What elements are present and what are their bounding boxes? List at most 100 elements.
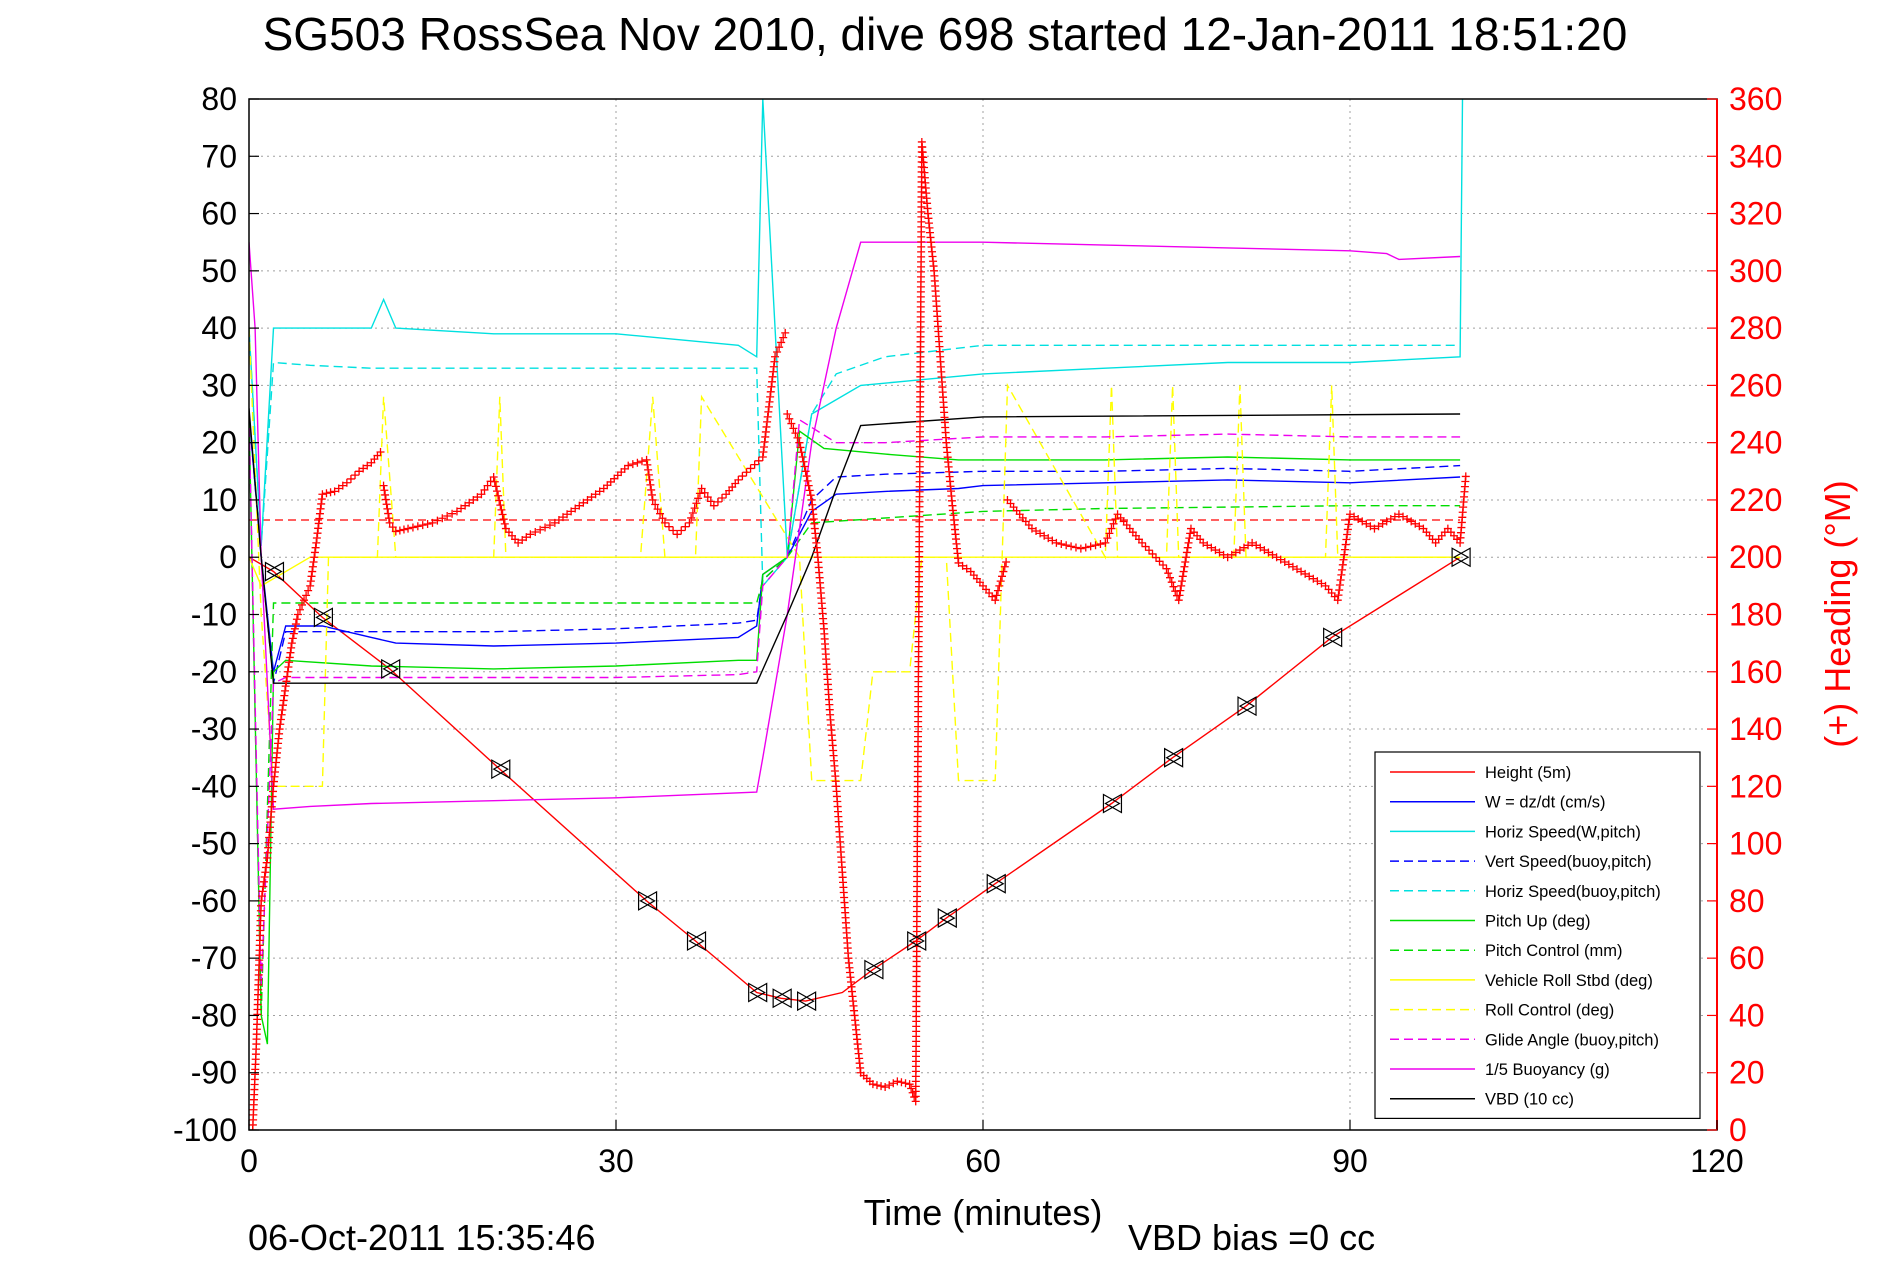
heading-marker [1185,534,1194,543]
y-tick-label: -90 [191,1055,237,1091]
heading-marker [496,501,505,510]
heading-marker [500,519,509,528]
heading-marker [338,481,347,490]
series-line-11 [249,408,1461,684]
heading-marker [746,464,755,473]
heading-marker [1461,472,1470,481]
triangle-marker [1451,547,1470,568]
legend-label: Pitch Control (mm) [1485,942,1623,960]
heading-marker [877,1082,886,1091]
chart-title: SG503 RossSea Nov 2010, dive 698 started… [263,8,1628,60]
heading-marker [781,328,790,337]
heading-marker [692,499,701,508]
heading-marker [795,438,804,447]
heading-marker [1415,522,1424,531]
triangle-marker [1324,627,1343,648]
heading-marker [418,521,427,530]
heading-marker [1335,581,1344,590]
y-right-tick-label: 320 [1729,196,1782,232]
heading-marker [292,615,301,624]
heading-marker [1183,543,1192,552]
y-tick-label: -50 [191,826,237,862]
heading-marker [797,448,806,457]
heading-marker [1048,536,1057,545]
heading-marker [298,600,307,609]
heading-marker [1235,546,1244,555]
series-line-5 [249,413,1461,1045]
y-right-tick-label: 300 [1729,253,1782,289]
heading-marker [885,1081,894,1090]
triangle-marker [864,959,883,980]
heading-marker [1394,510,1403,519]
heading-marker [628,460,637,469]
heading-marker [1346,510,1354,519]
triangle-marker [1104,793,1123,814]
heading-marker [1399,512,1408,521]
heading-marker [681,522,690,531]
heading-marker [307,572,316,581]
series-line-8 [249,328,1461,787]
heading-marker [280,691,289,700]
y-tick-label: -80 [191,997,237,1033]
heading-marker [1167,578,1176,587]
heading-marker [999,567,1008,576]
heading-marker [287,643,296,652]
heading-marker [260,873,269,882]
triangle-markers [264,547,1471,1012]
heading-marker [738,472,747,481]
heading-marker [1280,557,1289,566]
y-tick-label: 50 [201,253,237,289]
heading-marker [1341,540,1350,549]
heading-marker [258,887,267,896]
y-tick-label: 10 [201,482,237,518]
heading-marker [642,455,651,464]
heading-marker [1071,543,1080,552]
heading-marker [1288,562,1297,571]
heading-marker [1096,540,1105,549]
heading-marker [801,467,810,476]
heading-marker [644,465,653,474]
triangle-marker [772,988,791,1009]
heading-marker [275,725,284,734]
series-line-4 [249,328,1461,588]
heading-marker [804,481,813,490]
heading-marker [399,525,408,534]
series-line-10 [249,241,1461,810]
y-tick-label: 70 [201,138,237,174]
y-tick-label: 60 [201,196,237,232]
heading-marker [480,485,489,494]
heading-marker [1175,591,1184,600]
y-tick-label: -100 [173,1112,237,1148]
heading-marker [1248,538,1257,547]
heading-marker [1076,544,1085,553]
y-right-tick-label: 20 [1729,1055,1765,1091]
heading-marker [881,1083,890,1092]
triangle-marker [748,982,766,1003]
heading-marker [1268,550,1277,559]
y-tick-label: -20 [191,654,237,690]
heading-marker [1207,543,1216,552]
triangle-marker [908,930,927,952]
heading-marker [309,557,318,566]
y-tick-label: -10 [191,597,237,633]
heading-marker [293,610,302,619]
heading-marker [1358,517,1367,526]
heading-marker [1174,596,1183,605]
heading-marker [452,507,461,516]
heading-marker [295,605,304,614]
triangle-marker [865,959,884,980]
heading-marker [495,496,504,505]
heading-marker [954,558,963,567]
heading-marker [308,567,317,576]
heading-marker [1374,522,1383,531]
heading-marker [1336,575,1345,584]
heading-marker [591,490,600,499]
heading-marker [382,500,391,509]
heading-marker [284,663,293,672]
heading-marker [893,1077,902,1086]
heading-marker [379,481,388,490]
y-right-tick-label: 360 [1729,81,1782,117]
heading-marker [279,696,288,705]
heading-marker [1276,555,1285,564]
